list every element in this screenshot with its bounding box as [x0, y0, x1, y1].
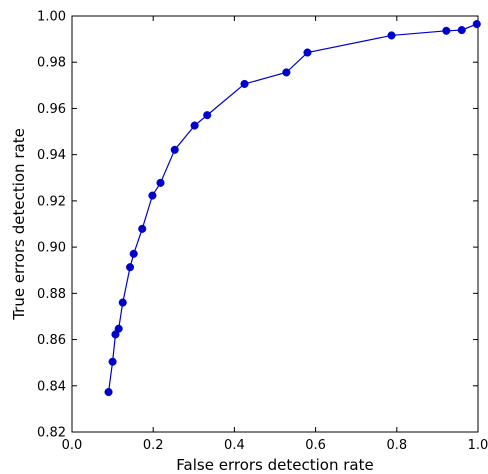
data-point — [126, 263, 135, 272]
y-tick-label: 0.96 — [37, 102, 66, 117]
y-tick-label: 1.00 — [37, 10, 66, 25]
data-point — [156, 178, 165, 187]
data-point — [240, 79, 249, 88]
x-tick-label: 0.0 — [62, 438, 83, 453]
data-point — [387, 31, 396, 40]
plot-frame — [71, 15, 479, 433]
data-point — [190, 121, 199, 130]
y-tick-label: 0.92 — [37, 194, 66, 209]
data-point — [170, 145, 179, 154]
series-line — [107, 23, 478, 393]
y-axis: 0.82 0.84 0.86 0.88 0.90 0.92 0.94 0.96 0.98 1.00 — [37, 10, 478, 441]
y-tick-label: 0.84 — [37, 379, 66, 394]
y-tick-label: 0.82 — [37, 426, 66, 441]
data-point — [129, 249, 138, 258]
data-point — [138, 224, 147, 233]
y-tick-label: 0.98 — [37, 56, 66, 71]
x-tick-label: 0.6 — [305, 438, 326, 453]
data-point — [203, 111, 212, 120]
y-tick-label: 0.86 — [37, 333, 66, 348]
series-layer — [104, 20, 481, 397]
data-point — [118, 298, 127, 307]
data-point — [108, 357, 117, 366]
x-tick-label: 0.8 — [386, 438, 407, 453]
x-tick-label: 0.2 — [143, 438, 164, 453]
x-axis-label: False errors detection rate — [176, 456, 373, 474]
y-tick-label: 0.90 — [37, 241, 66, 256]
y-axis-label: True errors detection rate — [10, 128, 28, 321]
y-tick-label: 0.94 — [37, 148, 66, 163]
data-point — [442, 26, 451, 35]
x-tick-label: 1.0 — [468, 438, 488, 453]
data-point — [282, 68, 291, 77]
data-point — [114, 324, 123, 333]
data-point — [457, 26, 466, 35]
x-axis: 0.0 0.2 0.4 0.6 0.8 1.0 — [62, 16, 488, 453]
data-point — [472, 20, 481, 29]
x-tick-label: 0.4 — [224, 438, 245, 453]
data-point — [303, 48, 312, 57]
data-point — [104, 387, 113, 397]
y-tick-label: 0.88 — [37, 287, 66, 302]
data-point — [148, 191, 157, 200]
